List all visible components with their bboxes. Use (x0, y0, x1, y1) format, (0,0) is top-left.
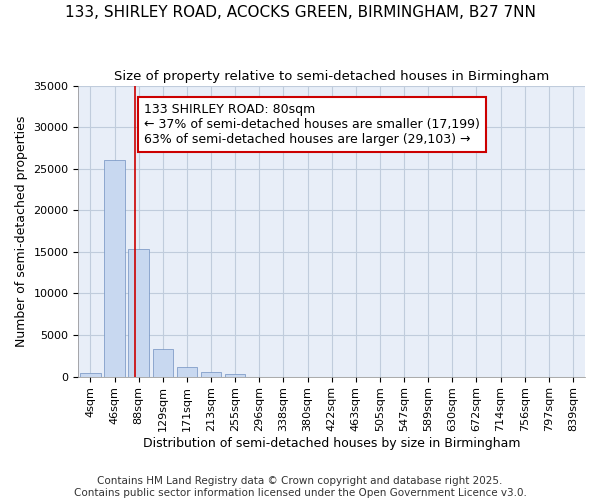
Title: Size of property relative to semi-detached houses in Birmingham: Size of property relative to semi-detach… (114, 70, 550, 83)
Bar (152, 349, 173, 376)
Bar (225, 374, 245, 376)
Bar (128, 250, 149, 376)
Text: 133, SHIRLEY ROAD, ACOCKS GREEN, BIRMINGHAM, B27 7NN: 133, SHIRLEY ROAD, ACOCKS GREEN, BIRMING… (65, 5, 535, 20)
Bar (177, 366, 197, 376)
Bar (201, 372, 221, 376)
X-axis label: Distribution of semi-detached houses by size in Birmingham: Distribution of semi-detached houses by … (143, 437, 520, 450)
Bar (80, 374, 101, 376)
Y-axis label: Number of semi-detached properties: Number of semi-detached properties (15, 116, 28, 347)
Text: 133 SHIRLEY ROAD: 80sqm
← 37% of semi-detached houses are smaller (17,199)
63% o: 133 SHIRLEY ROAD: 80sqm ← 37% of semi-de… (144, 103, 480, 146)
Bar (104, 160, 125, 376)
Text: Contains HM Land Registry data © Crown copyright and database right 2025.
Contai: Contains HM Land Registry data © Crown c… (74, 476, 526, 498)
